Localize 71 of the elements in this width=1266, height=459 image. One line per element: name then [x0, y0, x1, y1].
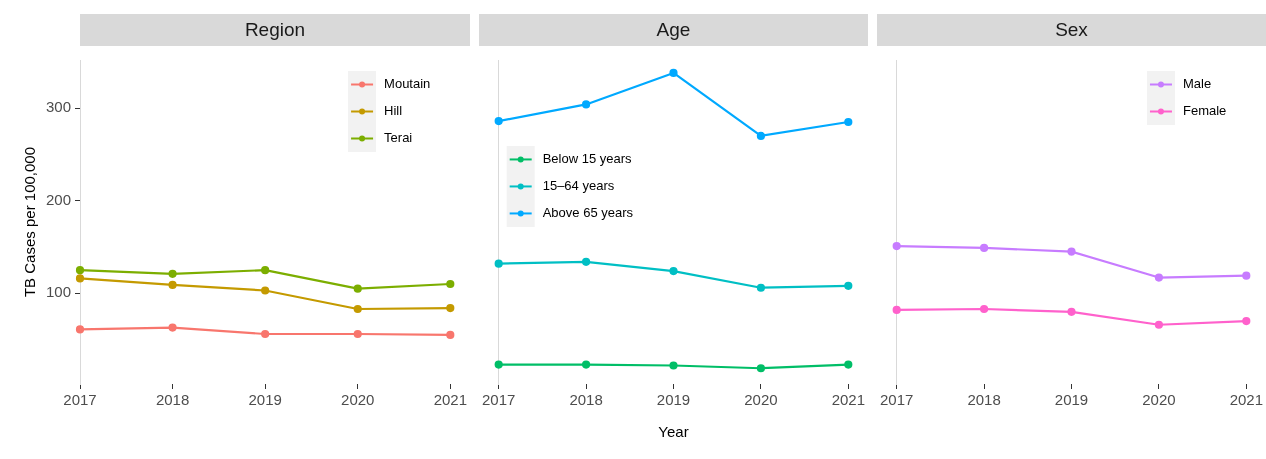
- point: [892, 305, 901, 315]
- x-tick-label: 2018: [569, 391, 603, 409]
- legend-label: 15–64 years: [542, 178, 615, 194]
- legend-label: Above 65 years: [542, 205, 634, 221]
- legend-label: Female: [1182, 103, 1227, 119]
- point: [756, 364, 766, 373]
- legend-label: Below 15 years: [542, 151, 633, 167]
- point: [494, 117, 503, 126]
- point: [446, 303, 455, 313]
- x-tick-label: 2018: [967, 391, 1001, 409]
- x-tick-label: 2021: [831, 391, 865, 409]
- point: [1242, 316, 1251, 326]
- point: [1154, 320, 1164, 329]
- point: [756, 131, 766, 141]
- legend-label: Male: [1182, 76, 1212, 92]
- x-tick-label: 2021: [433, 391, 467, 409]
- point: [1067, 307, 1076, 316]
- x-tick-label: 2019: [656, 391, 691, 409]
- point: [494, 259, 503, 268]
- y-tick-label: 200: [45, 190, 71, 208]
- point: [1067, 247, 1076, 256]
- y-tick-label: 300: [45, 98, 71, 116]
- point: [261, 286, 270, 295]
- legend-label: Moutain: [384, 76, 431, 92]
- point: [581, 100, 591, 109]
- point: [168, 280, 177, 290]
- point: [261, 266, 270, 275]
- point: [75, 266, 85, 275]
- point: [844, 117, 853, 127]
- x-tick-label: 2020: [744, 391, 778, 409]
- point: [581, 360, 591, 369]
- y-axis-title: TB Cases per 100,000: [21, 146, 39, 298]
- point: [75, 325, 85, 334]
- x-tick-label: 2018: [155, 391, 190, 409]
- x-tick-label: 2017: [63, 391, 97, 409]
- legend-label: Terai: [384, 130, 413, 146]
- point: [669, 266, 678, 276]
- point: [756, 283, 766, 292]
- point: [168, 323, 177, 332]
- point: [446, 330, 455, 340]
- x-tick-label: 2019: [1054, 391, 1089, 409]
- point: [261, 329, 270, 339]
- point: [1154, 273, 1164, 282]
- point: [581, 257, 591, 266]
- point: [892, 241, 901, 251]
- point: [979, 243, 989, 253]
- x-axis-title: Year: [658, 423, 689, 441]
- point: [353, 284, 362, 293]
- x-tick-label: 2017: [880, 391, 914, 409]
- point: [353, 329, 362, 339]
- x-tick-label: 2020: [1142, 391, 1176, 409]
- legend-label: Hill: [384, 103, 403, 119]
- chart-title: Age: [479, 14, 868, 46]
- point: [844, 281, 853, 290]
- chart-title: Region: [80, 14, 470, 46]
- point: [1242, 271, 1251, 280]
- point: [353, 304, 362, 314]
- x-tick-label: 2021: [1229, 391, 1263, 409]
- point: [844, 360, 853, 369]
- chart-title: Sex: [877, 14, 1266, 46]
- point: [669, 68, 678, 78]
- y-tick-label: 100: [45, 283, 71, 301]
- point: [168, 269, 177, 278]
- point: [494, 360, 503, 369]
- point: [446, 279, 455, 289]
- point: [979, 304, 989, 314]
- x-tick-label: 2020: [341, 391, 375, 409]
- point: [669, 361, 678, 370]
- x-tick-label: 2019: [248, 391, 282, 409]
- x-tick-label: 2017: [482, 391, 516, 409]
- point: [75, 274, 85, 283]
